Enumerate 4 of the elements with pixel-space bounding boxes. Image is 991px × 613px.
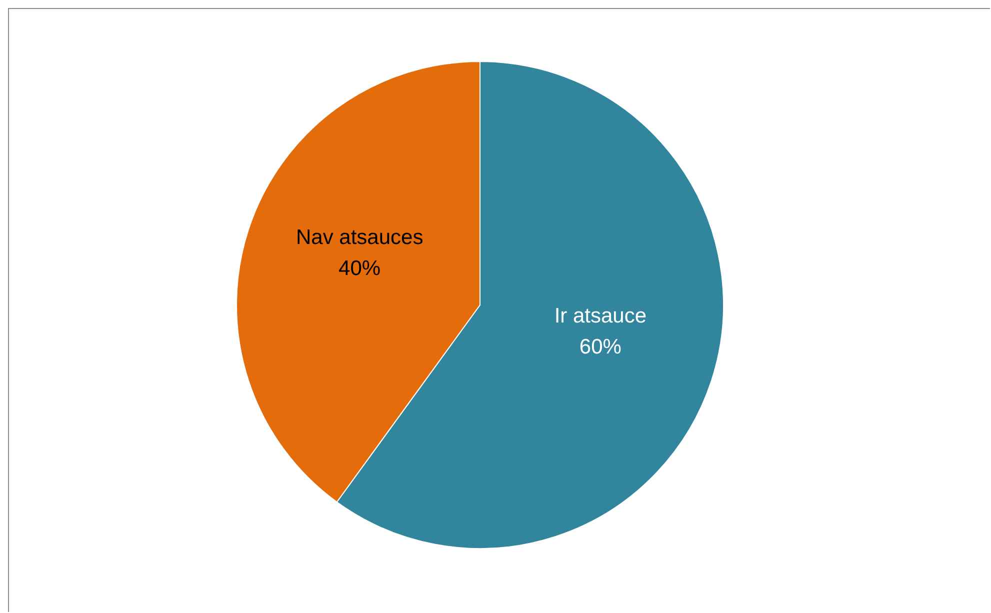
data-label: 60%	[579, 335, 622, 358]
data-label: 40%	[338, 257, 381, 280]
slice-label: Nav atsauces	[296, 226, 424, 250]
slice-label: Ir atsauce	[554, 304, 647, 328]
